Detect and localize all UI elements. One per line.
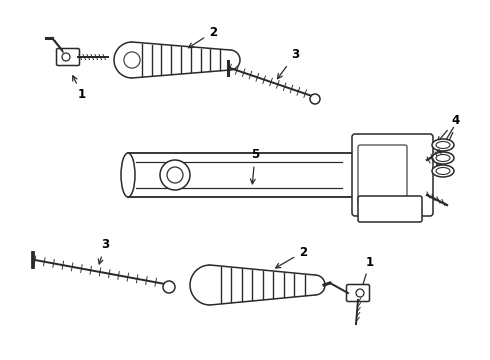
Text: 3: 3	[277, 49, 299, 78]
Text: 3: 3	[98, 238, 109, 264]
Text: 1: 1	[73, 76, 86, 102]
Circle shape	[124, 52, 140, 68]
Text: 1: 1	[358, 256, 374, 296]
Ellipse shape	[436, 141, 450, 148]
FancyBboxPatch shape	[352, 134, 433, 216]
FancyBboxPatch shape	[56, 49, 79, 66]
FancyBboxPatch shape	[346, 284, 369, 302]
Text: 2: 2	[189, 26, 217, 48]
Ellipse shape	[436, 167, 450, 175]
Circle shape	[167, 167, 183, 183]
Circle shape	[356, 289, 364, 297]
Ellipse shape	[432, 139, 454, 151]
Ellipse shape	[121, 153, 135, 197]
Ellipse shape	[436, 154, 450, 162]
Circle shape	[62, 53, 70, 61]
Text: 4: 4	[438, 113, 460, 142]
Circle shape	[310, 94, 320, 104]
Text: 5: 5	[250, 148, 259, 184]
Circle shape	[160, 160, 190, 190]
FancyBboxPatch shape	[358, 145, 407, 205]
Ellipse shape	[432, 152, 454, 164]
Circle shape	[163, 281, 175, 293]
Ellipse shape	[432, 165, 454, 177]
Text: 2: 2	[275, 246, 307, 268]
FancyBboxPatch shape	[358, 196, 422, 222]
